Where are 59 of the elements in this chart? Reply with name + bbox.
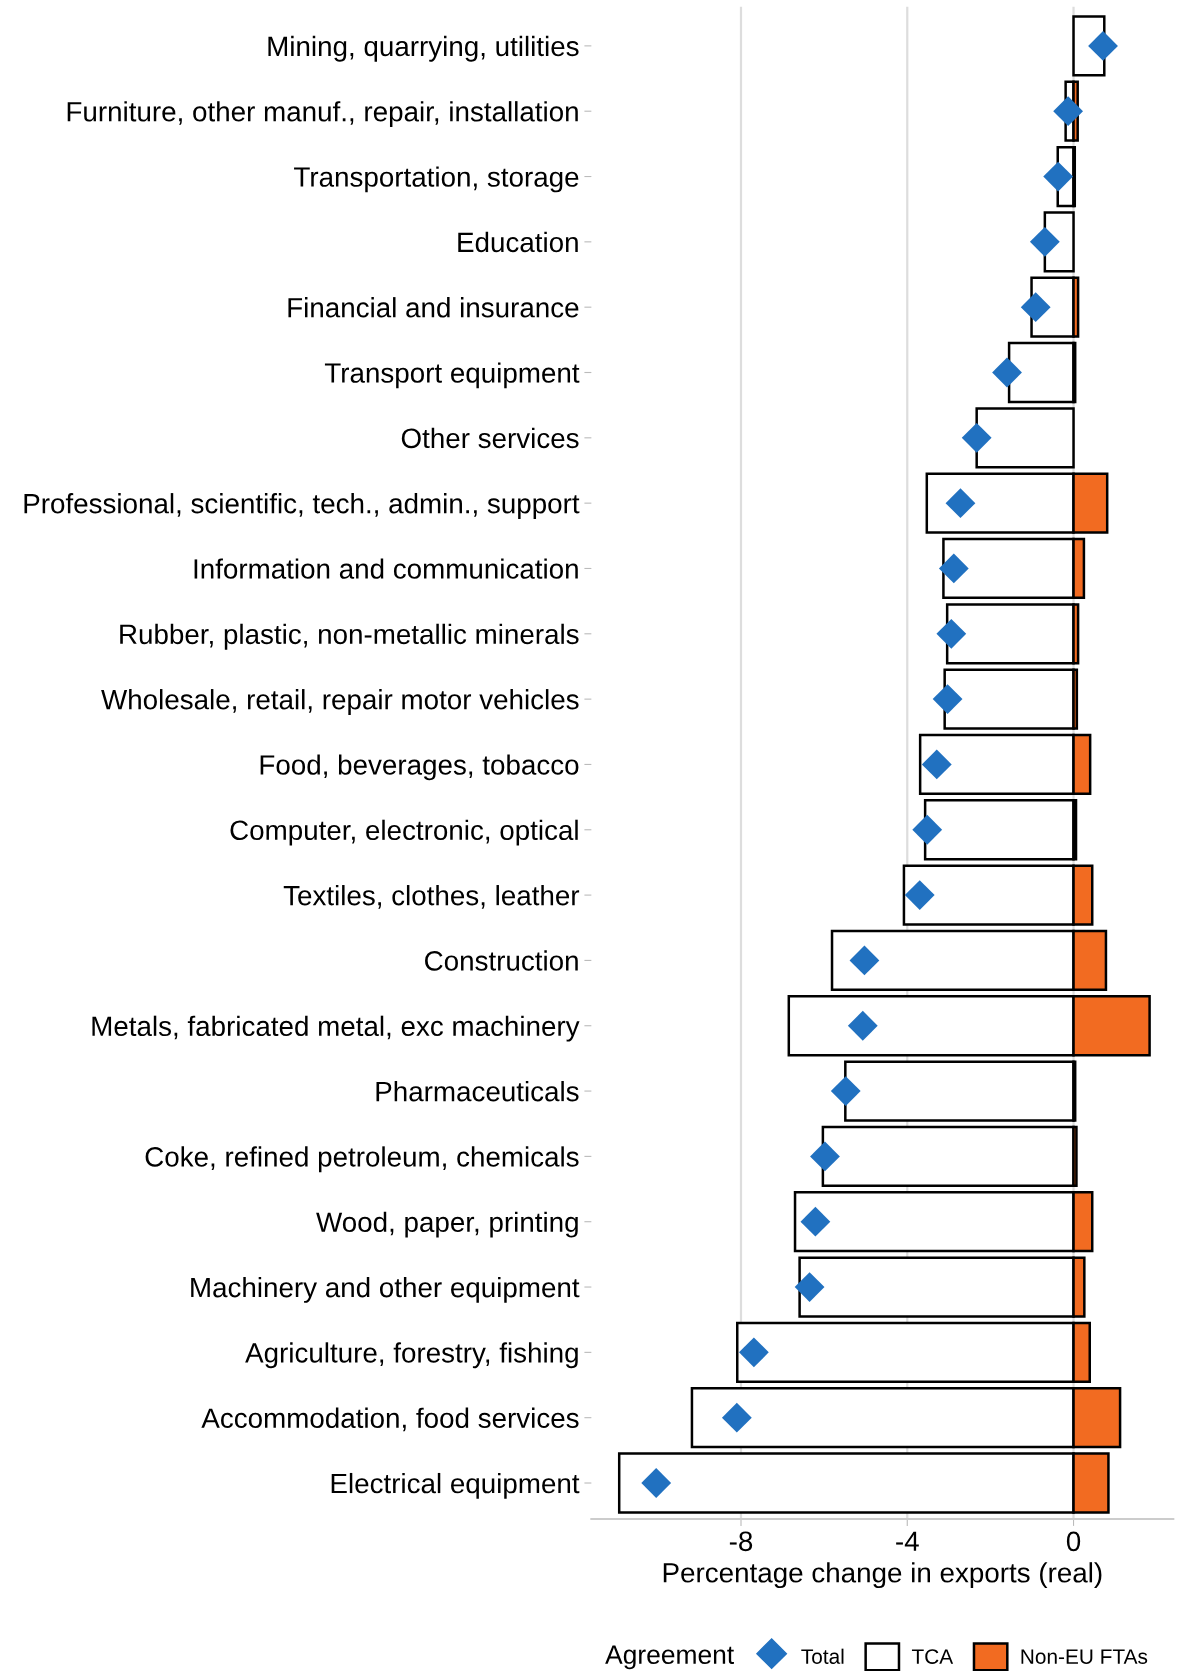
y-tick-label: Transport equipment: [324, 362, 580, 389]
point: [794, 1272, 825, 1302]
point: [738, 1337, 769, 1368]
y-tick-label: Electrical equipment: [331, 1472, 580, 1499]
point: [912, 814, 943, 845]
bar: [923, 799, 1075, 861]
point: [830, 1076, 861, 1106]
x-tick-label: -8: [729, 1531, 753, 1552]
bar: [943, 668, 1075, 730]
point: [847, 1010, 878, 1041]
point: [800, 1206, 831, 1237]
y-tick-label: Agriculture, forestry, fishing: [245, 1342, 578, 1369]
y-tick-label: Computer, electronic, optical: [230, 819, 578, 846]
bar: [844, 1060, 1075, 1122]
y-tick-label: Pharmaceuticals: [376, 1081, 579, 1102]
y-tick-label: Wood, paper, printing: [316, 1211, 578, 1238]
bar: [1007, 341, 1075, 404]
bar: [821, 1125, 1075, 1188]
legend-title: Agreement: [605, 1645, 734, 1670]
x-tick-label: 0: [1066, 1531, 1081, 1552]
y-tick-label: Professional, scientific, tech., admin., support: [24, 493, 580, 519]
y-tick-label: Machinery and other equipment: [191, 1276, 580, 1303]
point: [1043, 161, 1074, 192]
y-tick-label: Transportation, storage: [294, 166, 579, 193]
point: [936, 618, 967, 649]
point: [849, 945, 880, 976]
y-tick-label: Information and communication: [194, 558, 578, 579]
y-tick-label: Rubber, plastic, non-metallic minerals: [120, 623, 579, 650]
y-tick-label: Textiles, clothes, leather: [283, 885, 580, 909]
point: [1053, 96, 1084, 127]
point: [932, 684, 963, 715]
x-axis-title: Percentage change in exports (real): [663, 1562, 1102, 1589]
y-tick-label: Other services: [401, 427, 579, 449]
point: [945, 488, 976, 519]
point: [641, 1468, 672, 1498]
y-tick-label: Accommodation, food services: [201, 1407, 579, 1432]
y-tick-label: Furniture, other manuf., repair, installation: [67, 101, 578, 128]
point: [938, 553, 969, 584]
point: [921, 749, 952, 780]
y-tick-label: Education: [458, 231, 578, 253]
legend-label: TCA: [911, 1649, 954, 1664]
y-tick-label: Food, beverages, tobacco: [260, 754, 579, 781]
y-tick-label: Construction: [425, 950, 578, 971]
x-tick-label: -4: [896, 1531, 919, 1551]
point: [721, 1402, 752, 1433]
y-tick-label: Coke, refined petroleum, chemicals: [145, 1146, 579, 1173]
point: [1020, 292, 1051, 323]
point: [992, 357, 1022, 388]
point: [810, 1141, 840, 1172]
y-tick-label: Metals, fabricated metal, exc machinery: [92, 1015, 580, 1042]
bar: [975, 407, 1075, 469]
y-tick-label: Wholesale, retail, repair motor vehicles: [101, 689, 579, 715]
legend-label: Non-EU FTAs: [1021, 1649, 1148, 1664]
point: [904, 880, 935, 910]
bar: [945, 603, 1075, 665]
y-tick-label: Mining, quarrying, utilities: [268, 35, 579, 62]
y-tick-label: Financial and insurance: [288, 297, 579, 318]
point: [961, 422, 992, 453]
legend-label: Total: [801, 1648, 844, 1664]
